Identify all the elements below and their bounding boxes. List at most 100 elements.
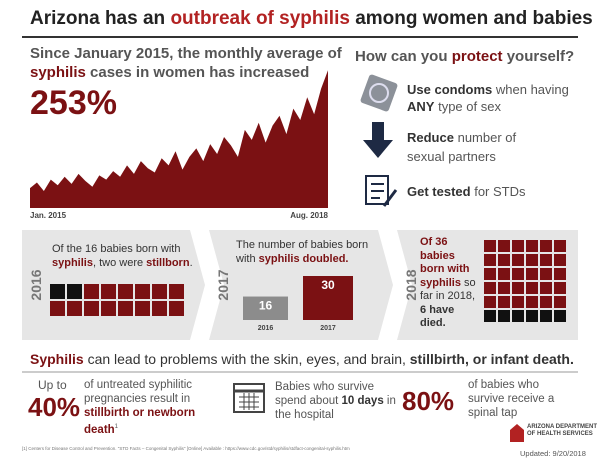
protect-item: Reduce number of sexual partners — [407, 128, 557, 166]
waffle-square — [498, 268, 510, 280]
waffle-square — [540, 268, 552, 280]
panel-text: Of the 16 babies born with syphilis, two… — [52, 242, 202, 270]
figure: 253% — [30, 84, 117, 122]
waffle-square — [101, 301, 116, 316]
waffle-square — [118, 301, 133, 316]
waffle-square — [118, 284, 133, 299]
x-tick-label: Jan. 2015 — [30, 211, 67, 220]
text: ANY — [407, 99, 435, 114]
text: or — [132, 407, 145, 419]
waffle-square — [484, 240, 496, 252]
waffle-square — [540, 296, 552, 308]
number: 16 — [85, 243, 98, 255]
text: cases in women has increased — [90, 64, 310, 81]
text: . — [189, 257, 193, 269]
text: Babies who survive spend about — [275, 381, 375, 407]
title-highlight: outbreak of syphilis — [170, 8, 350, 29]
protect-item: Get tested for STDs — [407, 184, 526, 199]
x-tick-label: 2016 — [258, 325, 274, 332]
text: stillbirth — [84, 407, 130, 419]
text: How can you — [355, 48, 448, 65]
stat-text: Babies who survive spend about 10 days i… — [275, 380, 400, 422]
value-label: 16 — [259, 299, 273, 313]
arrow-icon — [363, 122, 393, 158]
text-highlight: protect — [451, 48, 503, 65]
waffle-square — [512, 268, 524, 280]
stat-figure: 40% — [28, 392, 81, 422]
text: 10 days — [341, 395, 384, 407]
text-highlight: stillborn — [146, 257, 190, 269]
text: of untreated syphilitic pregnancies resu… — [84, 379, 193, 405]
title-part: among women and babies — [355, 8, 593, 29]
waffle-square — [540, 254, 552, 266]
text: number of sexual partners — [407, 130, 517, 164]
protect-item: Use condoms when having ANY type of sex — [407, 81, 572, 115]
waffle-square — [101, 284, 116, 299]
stat-figure: 80% — [402, 386, 455, 416]
text: babies born with syphilis — [420, 249, 470, 289]
text: type of sex — [438, 99, 501, 114]
waffle-square — [135, 284, 150, 299]
bar — [303, 276, 353, 320]
waffle-square — [50, 284, 65, 299]
waffle-square — [554, 240, 566, 252]
year: 2016 — [28, 269, 44, 301]
title: Arizona has an outbreak of syphilis amon… — [30, 8, 593, 30]
text: Use condoms — [407, 82, 493, 97]
area — [30, 70, 328, 208]
org: ARIZONA DEPARTMENT OF HEALTH SERVICES — [527, 424, 597, 438]
waffle-square — [498, 240, 510, 252]
waffle-square — [540, 282, 552, 294]
updated: Updated: 9/20/2018 — [520, 449, 586, 458]
waffle-square — [498, 254, 510, 266]
text: Reduce — [407, 130, 454, 145]
waffle-square — [526, 240, 538, 252]
x-tick-label: 2017 — [320, 325, 336, 332]
number: 36 — [435, 236, 448, 248]
condom-icon — [360, 74, 398, 112]
text: The number of babies born — [236, 239, 369, 251]
text: with — [236, 253, 256, 265]
waffle-square — [512, 240, 524, 252]
waffle-square — [498, 282, 510, 294]
waffle-square — [512, 282, 524, 294]
text: Since January 2015, the monthly average … — [30, 45, 342, 62]
waffle-square — [512, 310, 524, 322]
text-highlight: syphilis — [30, 64, 86, 81]
waffle-square — [554, 268, 566, 280]
text: , two were — [92, 257, 144, 269]
text: for STDs — [474, 184, 526, 199]
number: 6 — [420, 303, 427, 316]
waffle-square — [152, 284, 167, 299]
text: OF HEALTH SERVICES — [527, 431, 593, 437]
waffle-square — [152, 301, 167, 316]
panel-text: The number of babies born with syphilis … — [236, 238, 381, 266]
text-highlight: Syphilis — [30, 351, 84, 367]
footnote-mark: 1 — [114, 424, 119, 430]
waffle-square — [526, 268, 538, 280]
waffle-square — [484, 254, 496, 266]
text-highlight: syphilis — [52, 257, 93, 269]
text: in the hospital — [275, 395, 396, 421]
stat-pre: Up to — [38, 378, 67, 392]
waffle-square — [554, 254, 566, 266]
text: ARIZONA DEPARTMENT — [527, 424, 597, 430]
title-part: Arizona has an — [30, 8, 166, 29]
logo-icon — [510, 424, 524, 442]
waffle-square — [84, 284, 99, 299]
text: when having — [495, 82, 569, 97]
waffle-square — [484, 282, 496, 294]
stat-text: of untreated syphilitic pregnancies resu… — [84, 378, 229, 437]
checklist-icon — [365, 175, 398, 207]
outcomes-heading: Syphilis can lead to problems with the s… — [30, 351, 574, 367]
waffle-square — [554, 296, 566, 308]
trend-figure: 253% — [30, 84, 117, 123]
stat-text: of babies who survive receive a spinal t… — [468, 379, 555, 419]
protect-heading: How can you protect yourself? — [355, 48, 574, 65]
waffle-square — [554, 310, 566, 322]
waffle-square — [498, 296, 510, 308]
text: newborn death — [84, 407, 196, 436]
waffle-square — [84, 301, 99, 316]
